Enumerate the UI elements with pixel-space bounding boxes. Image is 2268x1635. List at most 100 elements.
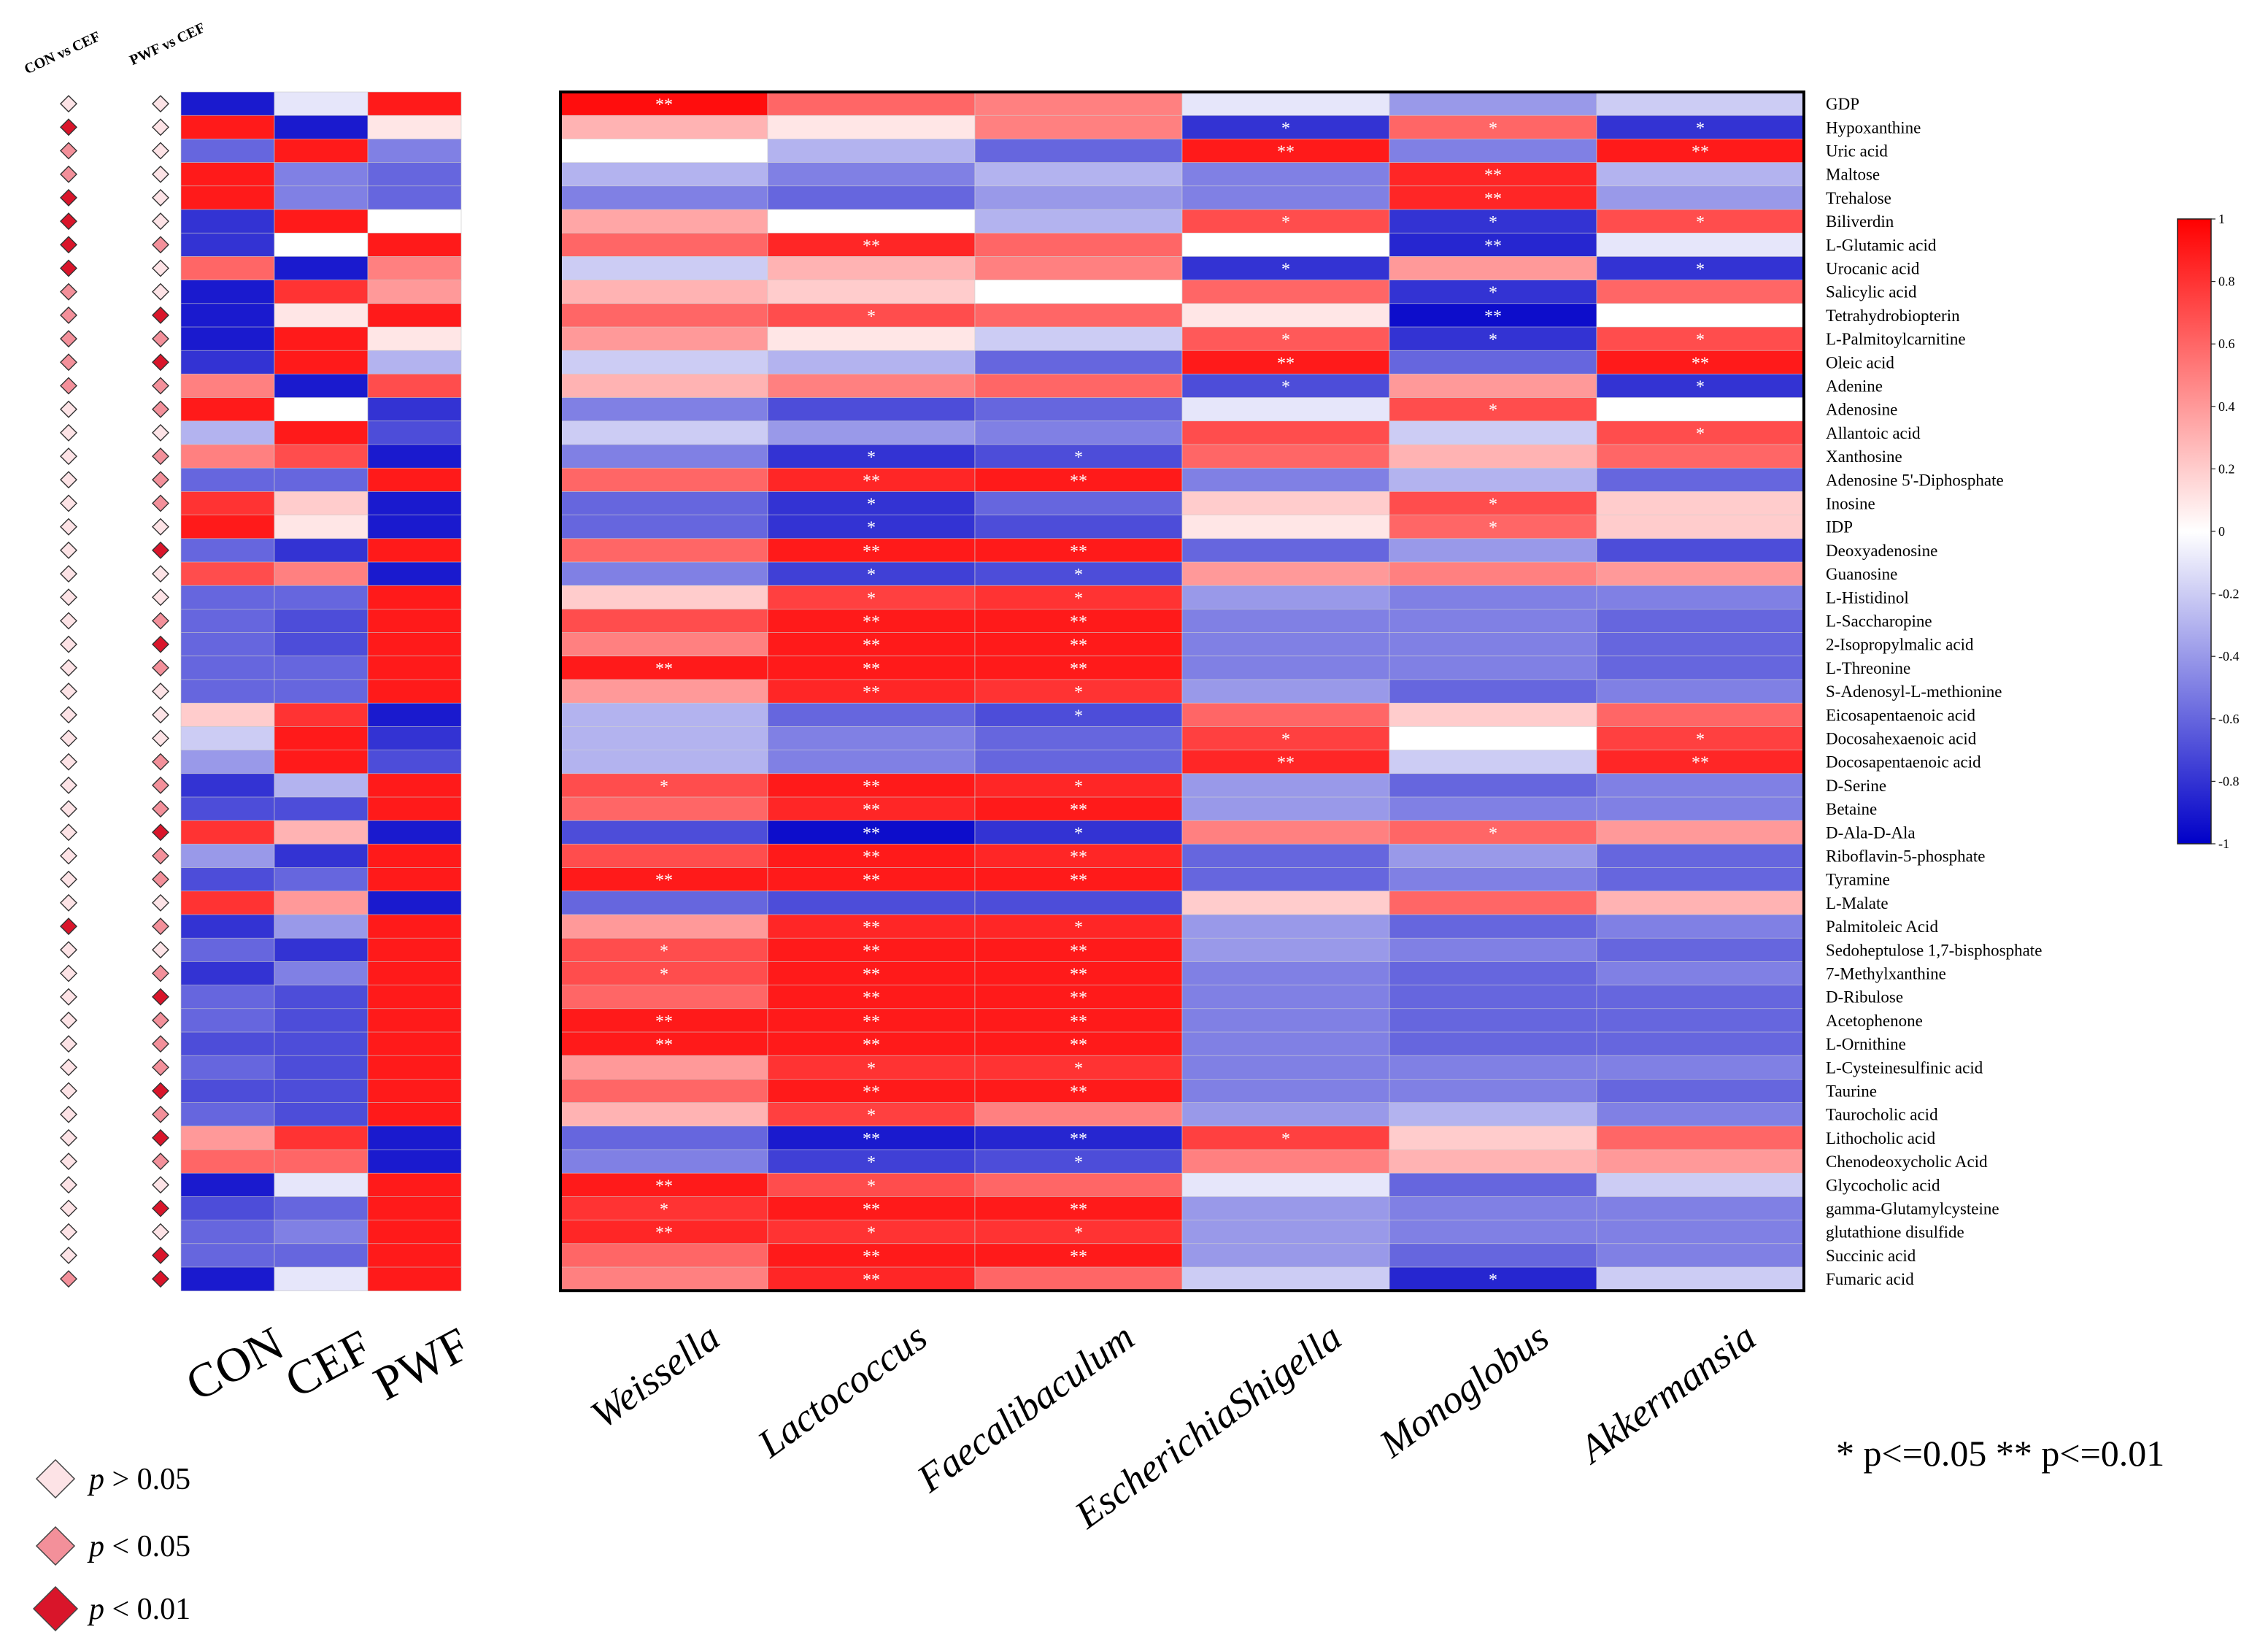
corr-cell-r14-c4 bbox=[1389, 420, 1597, 445]
colorbar-tick-label-8: -0.6 bbox=[2218, 712, 2240, 726]
corr-cell-r12-c2 bbox=[974, 374, 1183, 399]
sig-star-r48-c1: * bbox=[867, 1224, 876, 1243]
corr-cell-r39-c2 bbox=[974, 1008, 1183, 1033]
row-label-14: Allantoic acid bbox=[1826, 424, 1921, 442]
corr-cell-r31-c3 bbox=[1181, 820, 1390, 845]
group-cell-r10-c2 bbox=[367, 326, 462, 352]
sig-star-r15-c1: * bbox=[867, 448, 876, 467]
corr-cell-r3-c1 bbox=[767, 162, 976, 187]
corr-cell-r3-c5 bbox=[1596, 162, 1805, 187]
corr-cell-r42-c0 bbox=[560, 1079, 768, 1104]
corr-cell-r7-c1 bbox=[767, 256, 976, 281]
group-cell-r48-c0 bbox=[180, 1220, 275, 1244]
corr-cell-r27-c5 bbox=[1596, 726, 1805, 751]
sig-star-r17-c1: * bbox=[867, 496, 876, 515]
diamond-r48-c0 bbox=[60, 1223, 77, 1241]
legend-label-p05: p < 0.05 bbox=[87, 1530, 190, 1563]
corr-cell-r20-c3 bbox=[1181, 561, 1390, 587]
sig-star-r18-c4: * bbox=[1489, 519, 1497, 538]
corr-cell-r4-c3 bbox=[1181, 185, 1390, 210]
corr-cell-r30-c4 bbox=[1389, 796, 1597, 822]
row-label-4: Trehalose bbox=[1826, 189, 1891, 207]
group-cell-r37-c0 bbox=[180, 961, 275, 986]
diamond-r40-c0 bbox=[60, 1035, 77, 1053]
diamond-r25-c0 bbox=[60, 682, 77, 701]
corr-cell-r38-c4 bbox=[1389, 985, 1597, 1009]
sig-star-r16-c1: ** bbox=[863, 472, 880, 490]
group-cell-r2-c2 bbox=[367, 139, 462, 164]
row-label-9: Tetrahydrobiopterin bbox=[1826, 307, 1960, 325]
corr-cell-r45-c5 bbox=[1596, 1149, 1805, 1174]
diamond-r6-c1 bbox=[152, 236, 169, 254]
diamond-r41-c1 bbox=[152, 1058, 169, 1077]
sig-star-r23-c2: ** bbox=[1070, 636, 1087, 655]
row-label-40: L-Ornithine bbox=[1826, 1035, 1906, 1053]
corr-cell-r31-c1 bbox=[767, 820, 976, 845]
corr-cell-r29-c5 bbox=[1596, 773, 1805, 798]
corr-cell-r0-c1 bbox=[767, 91, 976, 117]
diamond-r25-c1 bbox=[152, 682, 169, 701]
group-cell-r15-c0 bbox=[180, 444, 275, 469]
colorbar-tick-label-10: -1 bbox=[2218, 836, 2229, 851]
group-cell-r38-c0 bbox=[180, 985, 275, 1009]
group-cell-r17-c2 bbox=[367, 491, 462, 516]
sig-star-r20-c1: * bbox=[867, 566, 876, 585]
corr-cell-r41-c5 bbox=[1596, 1055, 1805, 1080]
corr-cell-r36-c4 bbox=[1389, 937, 1597, 963]
group-cell-r37-c1 bbox=[274, 961, 369, 986]
diamond-r11-c0 bbox=[60, 353, 77, 372]
corr-cell-r14-c2 bbox=[974, 420, 1183, 445]
diamond-r1-c0 bbox=[60, 118, 77, 136]
sig-star-r50-c1: ** bbox=[863, 1271, 880, 1290]
corr-cell-r10-c0 bbox=[560, 326, 768, 352]
diamond-r37-c0 bbox=[60, 964, 77, 982]
row-label-47: gamma-Glutamylcysteine bbox=[1826, 1200, 1999, 1218]
diamond-r43-c1 bbox=[152, 1105, 169, 1123]
sig-star-r30-c1: ** bbox=[863, 801, 880, 820]
group-cell-r13-c2 bbox=[367, 397, 462, 422]
group-cell-r3-c2 bbox=[367, 162, 462, 187]
corr-cell-r47-c5 bbox=[1596, 1196, 1805, 1221]
group-cell-r38-c1 bbox=[274, 985, 369, 1009]
group-cell-r3-c1 bbox=[274, 162, 369, 187]
sig-star-r36-c2: ** bbox=[1070, 942, 1087, 961]
diamond-r7-c1 bbox=[152, 259, 169, 277]
corr-cell-r24-c5 bbox=[1596, 655, 1805, 680]
group-cell-r27-c2 bbox=[367, 726, 462, 751]
corr-cell-r11-c5 bbox=[1596, 350, 1805, 375]
corr-cell-r21-c3 bbox=[1181, 585, 1390, 610]
group-cell-r38-c2 bbox=[367, 985, 462, 1009]
corr-cell-r1-c3 bbox=[1181, 115, 1390, 140]
corr-cell-r33-c0 bbox=[560, 867, 768, 892]
corr-cell-r2-c1 bbox=[767, 139, 976, 164]
corr-cell-r21-c5 bbox=[1596, 585, 1805, 610]
genus-label-1: Lactococcus bbox=[749, 1315, 935, 1466]
corr-cell-r26-c2 bbox=[974, 702, 1183, 728]
sig-star-r48-c0: ** bbox=[655, 1224, 673, 1243]
sig-star-r5-c3: * bbox=[1281, 213, 1290, 232]
row-label-39: Acetophenone bbox=[1826, 1012, 1923, 1030]
sig-star-r15-c2: * bbox=[1074, 448, 1083, 467]
diamond-r47-c0 bbox=[60, 1199, 77, 1217]
sig-star-r45-c2: * bbox=[1074, 1153, 1083, 1172]
sig-star-r49-c1: ** bbox=[863, 1247, 880, 1266]
corr-cell-r37-c0 bbox=[560, 961, 768, 986]
sig-star-r16-c2: ** bbox=[1070, 472, 1087, 490]
row-label-35: Palmitoleic Acid bbox=[1826, 917, 1938, 936]
sig-star-r40-c2: ** bbox=[1070, 1036, 1087, 1055]
corr-cell-r46-c5 bbox=[1596, 1172, 1805, 1198]
sig-star-r43-c1: * bbox=[867, 1107, 876, 1126]
corr-cell-r39-c3 bbox=[1181, 1008, 1390, 1033]
diamond-r34-c1 bbox=[152, 893, 169, 912]
group-cell-r6-c1 bbox=[274, 232, 369, 258]
group-cell-r19-c1 bbox=[274, 538, 369, 563]
corr-cell-r47-c2 bbox=[974, 1196, 1183, 1221]
corr-cell-r15-c0 bbox=[560, 444, 768, 469]
corr-cell-r19-c5 bbox=[1596, 538, 1805, 563]
group-cell-r22-c0 bbox=[180, 609, 275, 634]
row-label-48: glutathione disulfide bbox=[1826, 1223, 1964, 1242]
diamond-r31-c0 bbox=[60, 823, 77, 842]
diamond-r4-c0 bbox=[60, 188, 77, 207]
group-cell-r24-c0 bbox=[180, 655, 275, 680]
group-cell-r6-c2 bbox=[367, 232, 462, 258]
